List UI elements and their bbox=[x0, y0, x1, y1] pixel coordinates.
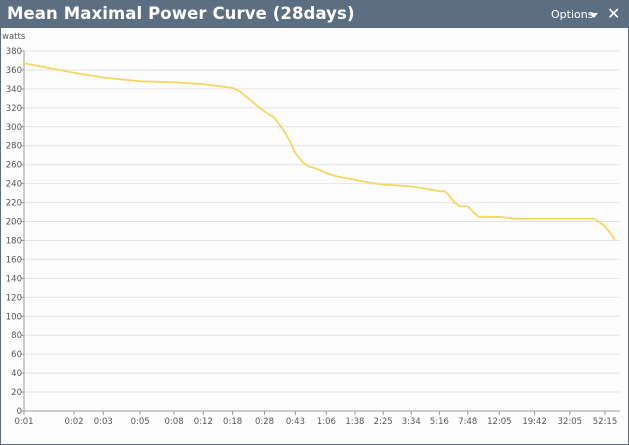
y-tick-label: 280 bbox=[6, 142, 22, 152]
y-tick-label: 300 bbox=[6, 123, 22, 133]
y-tick-label: 320 bbox=[6, 104, 22, 114]
x-tick-label: 19:42 bbox=[522, 417, 547, 427]
y-axis-label: watts bbox=[2, 32, 26, 42]
y-tick-label: 220 bbox=[6, 199, 22, 209]
x-tick-label: 3:34 bbox=[402, 417, 421, 427]
grid-lines bbox=[24, 50, 620, 393]
x-tick-label: 0:28 bbox=[255, 417, 274, 427]
y-tick-label: 160 bbox=[6, 255, 22, 265]
y-tick-label: 380 bbox=[6, 47, 22, 57]
x-axis-ticks: 0:01 0:02 0:03 0:05 0:08 0:12 0:18 0:28 0:43 1:06… bbox=[14, 411, 617, 427]
window-title: Mean Maximal Power Curve (28days) bbox=[7, 4, 355, 23]
options-menu-button[interactable]: Options bbox=[551, 8, 594, 21]
y-tick-label: 120 bbox=[6, 293, 22, 303]
close-icon[interactable]: ✕ bbox=[607, 4, 621, 23]
x-tick-label: 1:38 bbox=[345, 417, 364, 427]
y-axis-ticks: 0 20 40 60 80 100 120 140 160 180 200 220 240 260 280 3… bbox=[6, 47, 24, 417]
x-tick-label: 12:05 bbox=[487, 417, 512, 427]
y-tick-label: 180 bbox=[6, 236, 22, 246]
x-tick-label: 0:03 bbox=[94, 417, 113, 427]
y-tick-label: 340 bbox=[6, 85, 22, 95]
chart-axes bbox=[23, 51, 620, 412]
y-tick-label: 100 bbox=[6, 312, 22, 322]
y-tick-label: 360 bbox=[6, 66, 22, 76]
x-tick-label: 0:12 bbox=[194, 417, 213, 427]
y-tick-label: 40 bbox=[11, 369, 22, 379]
x-tick-label: 2:25 bbox=[374, 417, 393, 427]
y-tick-label: 260 bbox=[6, 161, 22, 171]
x-tick-label: 7:48 bbox=[458, 417, 477, 427]
x-tick-label: 0:02 bbox=[64, 417, 83, 427]
x-tick-label: 0:18 bbox=[223, 417, 242, 427]
y-tick-label: 240 bbox=[6, 180, 22, 190]
power-curve-chart: watts 0 20 40 60 80 100 120 140 160 180 200 220 240 2… bbox=[2, 32, 620, 427]
series-lines bbox=[23, 62, 616, 241]
x-tick-label: 0:05 bbox=[131, 417, 150, 427]
x-tick-label: 52:15 bbox=[593, 417, 618, 427]
title-bar: Mean Maximal Power Curve (28days) Option… bbox=[1, 1, 628, 28]
y-tick-label: 140 bbox=[6, 274, 22, 284]
y-tick-label: 200 bbox=[6, 218, 22, 228]
x-tick-label: 1:06 bbox=[317, 417, 336, 427]
x-tick-label: 0:43 bbox=[286, 417, 305, 427]
options-dropdown-caret-icon[interactable] bbox=[590, 13, 598, 18]
y-tick-label: 80 bbox=[11, 331, 22, 341]
x-tick-label: 32:05 bbox=[558, 417, 583, 427]
y-tick-label: 60 bbox=[11, 350, 22, 360]
x-tick-label: 5:16 bbox=[430, 417, 449, 427]
series-line bbox=[23, 62, 616, 241]
x-tick-label: 0:01 bbox=[14, 417, 33, 427]
x-tick-label: 0:08 bbox=[165, 417, 184, 427]
y-tick-label: 20 bbox=[11, 388, 22, 398]
y-tick-label: 0 bbox=[17, 407, 22, 417]
